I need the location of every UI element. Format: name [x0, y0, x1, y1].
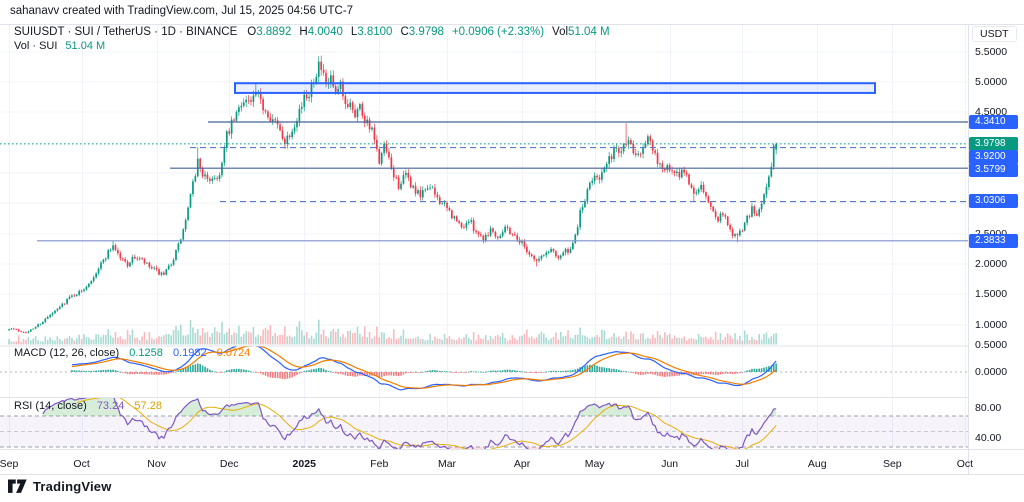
rsi-ma-value: 57.28: [134, 400, 162, 412]
time-axis-label: Oct: [956, 458, 974, 470]
price-axis-tick: 1.5000: [975, 288, 1008, 300]
price-axis-tick: 5.0000: [975, 76, 1008, 88]
price-badge: 4.3410: [969, 115, 1018, 129]
price-badge: 2.3833: [969, 234, 1018, 248]
price-axis-tick: 40.00: [975, 432, 1002, 444]
time-axis-label: 2025: [292, 458, 316, 470]
macd-legend: MACD (12, 26, close) 0.1258 0.1982 0.072…: [14, 347, 257, 359]
volume-legend-value: 51.04 M: [65, 40, 106, 52]
price-axis-tick: 80.00: [975, 402, 1002, 414]
price-axis-tick: 1.0000: [975, 319, 1008, 331]
tradingview-logo-text: TradingView: [33, 479, 112, 494]
ohlc-low: L3.8100: [350, 26, 393, 38]
time-axis-label: May: [584, 458, 605, 470]
time-axis-label: Dec: [219, 458, 239, 470]
volume-inline: Vol51.04 M: [552, 26, 610, 38]
attribution-text: sahanavv created with TradingView.com, J…: [10, 5, 354, 17]
price-axis-tick: 0.5000: [975, 339, 1008, 351]
macd-signal-value: 0.0724: [216, 347, 251, 359]
price-axis-tick: 0.0000: [975, 366, 1008, 378]
symbol-legend: SUIUSDT · SUI / TetherUS · 1D · BINANCE …: [14, 26, 618, 38]
price-change: +0.0906 (+2.33%): [451, 26, 545, 38]
time-axis-label: Sep: [0, 458, 19, 470]
time-axis-label: Sep: [882, 458, 902, 470]
rsi-label[interactable]: RSI (14, close): [14, 400, 87, 412]
rsi-legend: RSI (14, close) 73.24 57.28: [14, 400, 169, 412]
ohlc-close: C3.9798: [400, 26, 444, 38]
symbol-title[interactable]: SUIUSDT · SUI / TetherUS · 1D · BINANCE: [14, 26, 238, 38]
price-badge: 3.9200: [969, 150, 1018, 164]
macd-hist-value: 0.1258: [129, 347, 163, 359]
time-axis-label: Mar: [437, 458, 457, 470]
time-axis-label: Aug: [807, 458, 827, 470]
price-badge: 3.9798: [969, 137, 1018, 151]
price-badge: 3.5799: [969, 163, 1018, 177]
price-badge: 3.0306: [969, 194, 1018, 208]
volume-legend-label[interactable]: Vol · SUI: [14, 40, 58, 52]
time-axis-label: Jun: [661, 458, 679, 470]
price-axis-tick: 2.0000: [975, 258, 1008, 270]
time-axis-label: Oct: [73, 458, 90, 470]
ohlc-open: O3.8892: [247, 26, 292, 38]
macd-label[interactable]: MACD (12, 26, close): [14, 347, 120, 359]
price-axis-tick: 5.5000: [975, 46, 1008, 58]
time-axis-label: Apr: [513, 458, 531, 470]
rsi-value: 73.24: [96, 400, 125, 412]
ohlc-high: H4.0040: [299, 26, 343, 38]
macd-line-value: 0.1982: [172, 347, 207, 359]
price-axis-currency[interactable]: USDT: [972, 26, 1017, 42]
time-axis-label: Nov: [147, 458, 166, 470]
time-axis-label: Feb: [370, 458, 389, 470]
tradingview-logo-icon: [8, 479, 27, 493]
volume-legend: Vol · SUI 51.04 M: [14, 40, 105, 52]
tradingview-logo[interactable]: TradingView: [8, 479, 112, 494]
time-axis-label: Jul: [735, 458, 749, 470]
